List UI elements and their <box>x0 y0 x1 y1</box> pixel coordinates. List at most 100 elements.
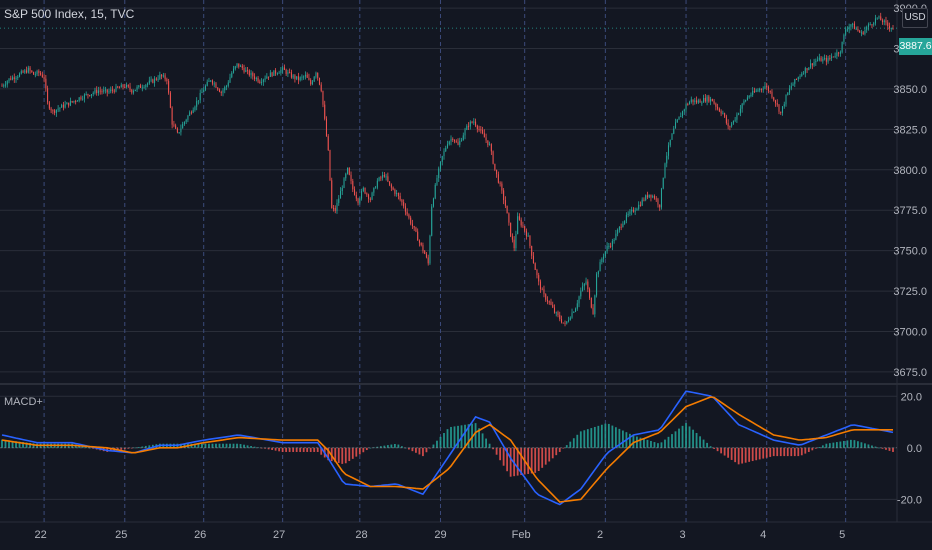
candle-up <box>450 138 452 142</box>
histogram-bar <box>92 447 95 449</box>
currency-button[interactable]: USD <box>902 8 928 28</box>
candle-down <box>308 77 310 80</box>
histogram-bar <box>411 447 414 452</box>
symbol-label[interactable]: S&P 500 Index, 15, TVC <box>4 7 135 21</box>
candle-down <box>546 299 549 302</box>
histogram-bar <box>15 441 17 448</box>
candle-down <box>389 181 391 185</box>
candle-down <box>453 139 456 142</box>
candle-up <box>576 303 578 309</box>
candle-up <box>689 101 691 105</box>
histogram-bar <box>415 447 417 453</box>
histogram-bar <box>730 447 733 460</box>
candle-down <box>411 223 413 226</box>
histogram-bar <box>527 447 530 474</box>
candle-up <box>192 109 194 113</box>
candle-up <box>634 210 636 212</box>
candle-down <box>99 90 101 92</box>
candle-up <box>76 100 78 102</box>
candle-down <box>482 129 484 134</box>
histogram-bar <box>278 447 281 452</box>
candle-down <box>713 101 715 104</box>
candle-down <box>357 198 359 203</box>
candle-up <box>831 56 833 59</box>
candle-up <box>848 26 850 30</box>
time-tick-label: 22 <box>34 529 46 541</box>
candle-down <box>692 99 694 102</box>
histogram-bar <box>741 447 744 464</box>
histogram-bar <box>327 447 330 461</box>
candle-up <box>732 120 734 124</box>
candle-down <box>881 20 884 23</box>
candle-down <box>887 22 889 27</box>
candle-down <box>54 110 56 113</box>
candle-up <box>154 78 156 83</box>
candle-up <box>792 83 794 86</box>
candle-up <box>133 90 135 93</box>
candle-down <box>38 71 40 73</box>
histogram-bar <box>888 447 891 451</box>
histogram-bar <box>569 441 572 448</box>
candle-up <box>11 77 14 80</box>
candle-up <box>138 85 140 87</box>
candle-up <box>580 290 582 297</box>
candle-up <box>785 94 787 105</box>
candle-down <box>820 57 822 62</box>
candle-down <box>122 84 124 87</box>
candle-down <box>499 182 501 184</box>
candle-down <box>215 83 217 88</box>
candle-down <box>853 23 855 30</box>
candle-up <box>810 63 812 68</box>
candle-down <box>718 108 720 112</box>
candle-up <box>585 281 587 284</box>
candle-down <box>632 209 634 212</box>
candle-down <box>536 269 538 276</box>
histogram-bar <box>376 446 379 448</box>
histogram-bar <box>629 433 631 448</box>
candle-down <box>171 107 173 125</box>
candle-down <box>704 97 706 102</box>
histogram-bar <box>695 433 698 448</box>
candle-down <box>560 319 563 323</box>
histogram-bar <box>436 440 438 448</box>
candle-up <box>667 145 670 156</box>
histogram-bar <box>400 446 403 448</box>
candle-down <box>310 79 312 85</box>
candle-up <box>225 85 228 88</box>
candle-up <box>611 241 613 247</box>
candle-down <box>241 65 243 68</box>
candle-up <box>473 121 475 123</box>
candle-up <box>59 107 61 109</box>
indicator-label[interactable]: MACD+ <box>4 396 43 408</box>
candle-down <box>532 255 534 264</box>
candle-up <box>141 87 143 89</box>
candle-down <box>190 112 192 114</box>
histogram-bar <box>348 447 351 462</box>
candle-down <box>43 77 45 79</box>
candle-down <box>687 104 689 106</box>
histogram-bar <box>299 447 302 452</box>
candle-up <box>597 271 599 275</box>
candle-up <box>783 104 785 107</box>
candle-up <box>575 308 577 312</box>
candle-down <box>327 136 329 151</box>
candle-up <box>515 234 517 249</box>
candle-up <box>662 177 664 189</box>
histogram-bar <box>572 438 575 448</box>
candle-up <box>703 97 705 103</box>
candle-up <box>734 119 736 121</box>
histogram-bar <box>657 443 659 448</box>
histogram-bar <box>355 447 358 457</box>
histogram-bar <box>225 443 228 448</box>
candle-down <box>550 301 552 305</box>
histogram-bar <box>860 442 863 448</box>
candle-down <box>332 207 335 209</box>
histogram-bar <box>681 425 684 448</box>
candle-down <box>650 194 652 198</box>
candle-down <box>211 80 213 84</box>
histogram-bar <box>109 447 112 452</box>
candle-down <box>769 91 771 93</box>
histogram-bar <box>295 447 298 452</box>
candle-up <box>311 81 313 85</box>
